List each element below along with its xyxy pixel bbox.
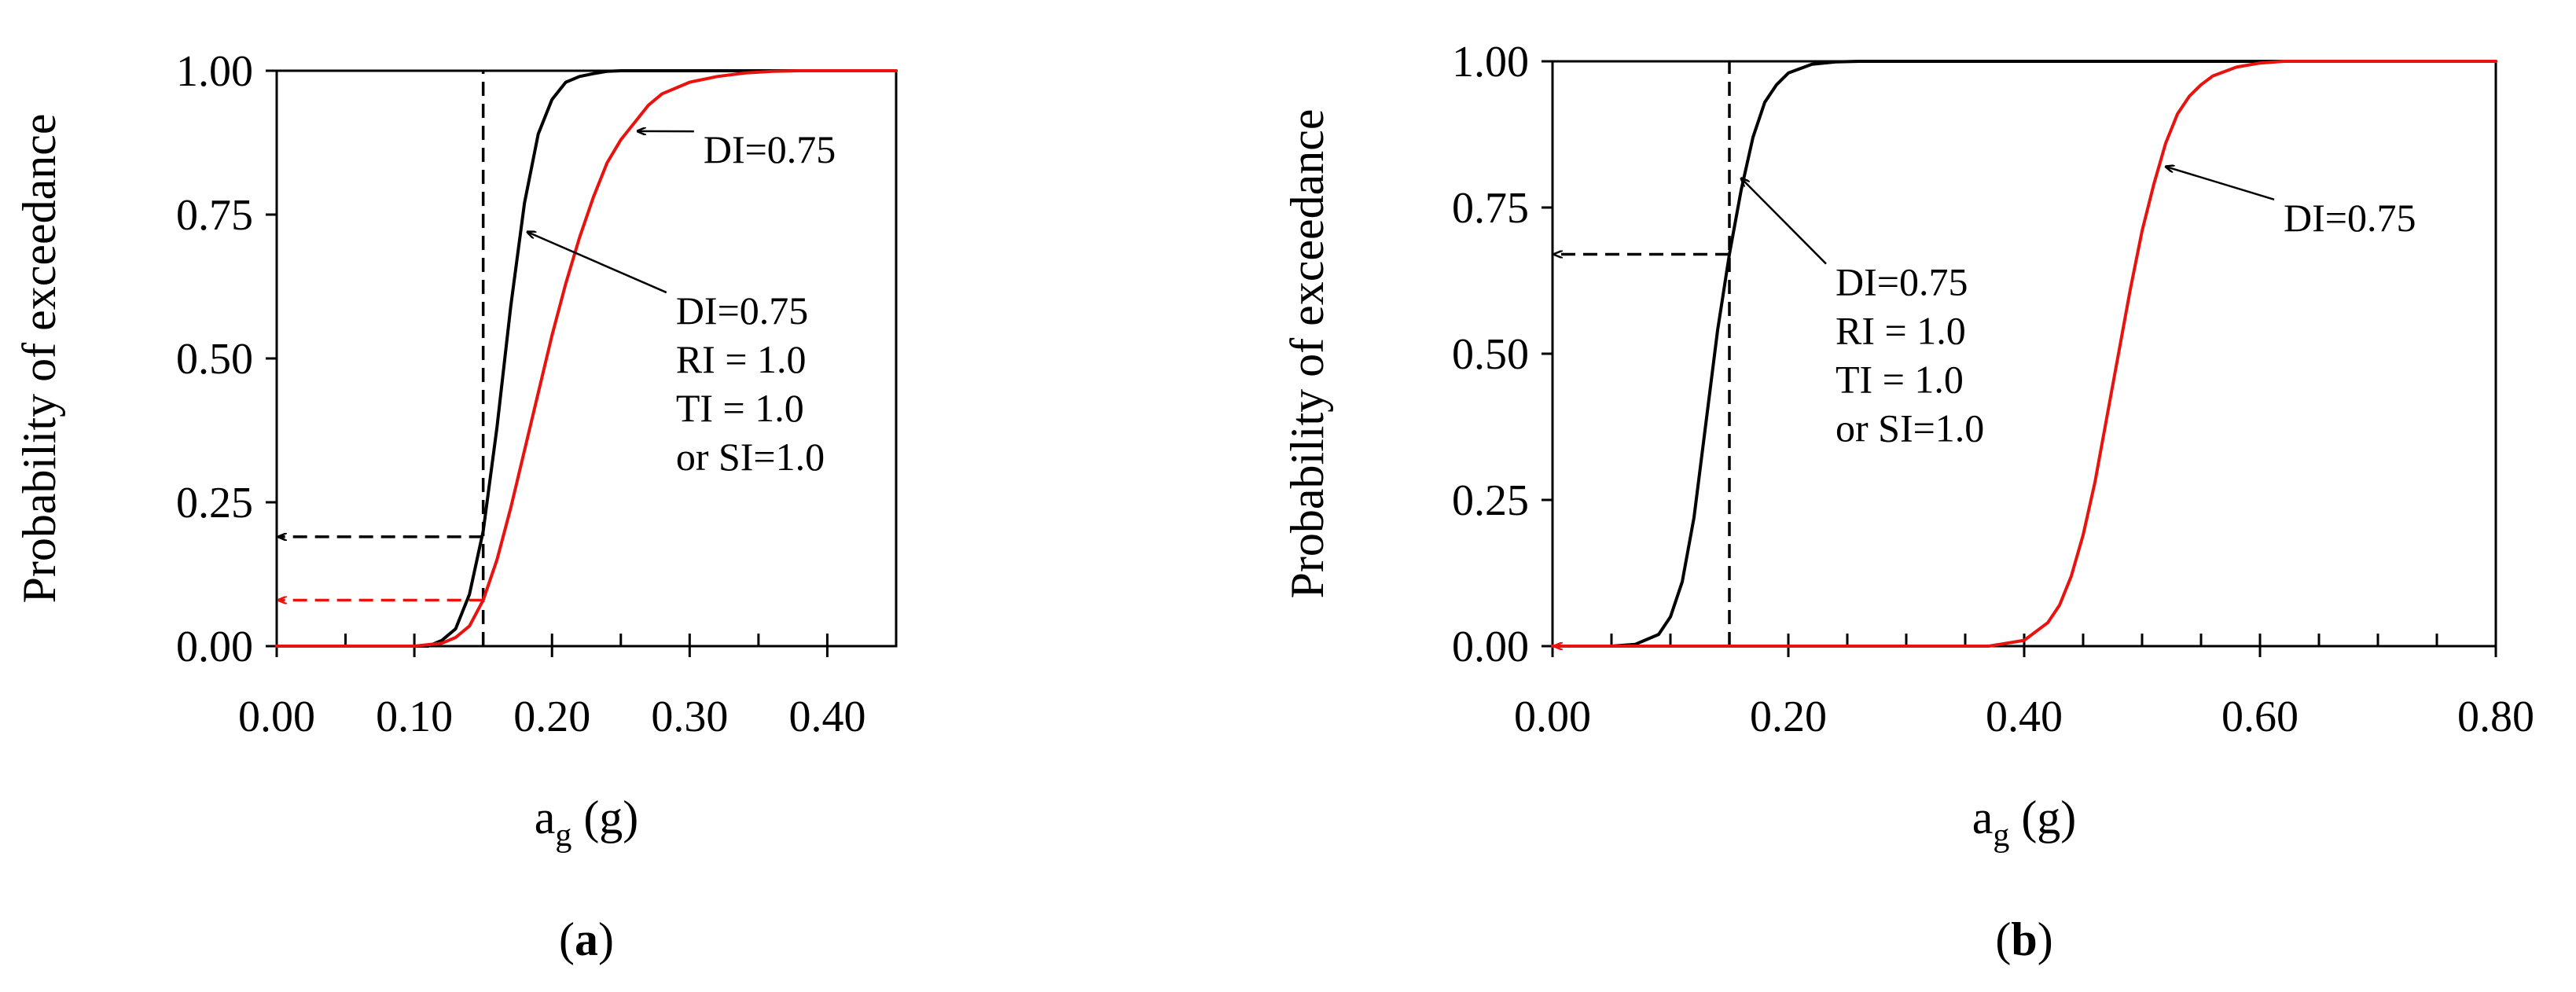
y-tick-label: 0.75 [1452,184,1529,233]
series-line-0 [413,69,898,648]
x-tick-label: 0.20 [1750,693,1827,741]
series-line-1 [1551,60,2497,648]
y-tick-label: 0.75 [176,191,253,240]
y-tick-label: 0.50 [176,335,253,384]
series-line-1 [275,69,898,648]
y-axis-title: Probability of exceedance [1281,108,1333,598]
x-axis-title: ag (g) [1972,792,2077,854]
x-axis-title-unit: (g) [2009,792,2076,843]
annotation-text-line: RI = 1.0 [1836,309,1966,353]
chart-panel-b: 0.00 0.25 0.50 0.75 1.00 0.00 0.20 0.40 0.60 0.80… [1281,38,2534,965]
x-axis-title-subscript: g [1993,817,2009,854]
annotation-text-line: or SI=1.0 [1836,406,1984,450]
annotation-arrow [527,232,667,294]
x-tick-label: 0.30 [651,693,728,741]
plot-area-frame [1551,60,2497,648]
x-tick-label: 0.40 [788,693,865,741]
annotation-text-line: RI = 1.0 [676,337,807,381]
chart-panel-a: 0.00 0.25 0.50 0.75 1.00 0.00 0.10 0.20 0.30 0.40… [13,47,898,965]
x-tick-label: 0.80 [2457,693,2534,741]
y-tick-label: 1.00 [176,47,253,96]
panel-label-letter: a [575,913,598,965]
panel-label-close-paren: ) [598,913,614,965]
annotation-text-line: DI=0.75 [704,127,836,171]
annotation-text-line: or SI=1.0 [676,435,825,479]
x-tick-label: 0.60 [2221,693,2299,741]
panel-label-letter: b [2011,913,2037,965]
y-tick-label: 0.50 [1452,330,1529,379]
x-axis-title-main: a [535,792,556,843]
x-tick-label: 0.10 [376,693,453,741]
y-tick-label: 1.00 [1452,38,1529,86]
panel-label: (a) [559,913,614,965]
annotation-text-line: TI = 1.0 [676,386,804,430]
annotation-text-line: DI=0.75 [1836,260,1968,304]
y-tick-label: 0.00 [1452,623,1529,671]
y-tick-label: 0.25 [1452,476,1529,525]
panel-label-open-paren: ( [1995,913,2011,965]
annotation-text-line: DI=0.75 [676,288,808,333]
annotation-arrow [2166,167,2275,200]
x-axis-title: ag (g) [535,792,639,854]
x-tick-label: 0.40 [1986,693,2063,741]
y-tick-label: 0.25 [176,479,253,527]
panel-label-close-paren: ) [2038,913,2053,965]
panel-label: (b) [1995,913,2052,965]
annotation-arrow [1741,178,1827,265]
panel-label-open-paren: ( [559,913,575,965]
x-tick-label: 0.00 [238,693,315,741]
y-tick-label: 0.00 [176,623,253,671]
annotation-text-line: TI = 1.0 [1836,358,1964,402]
annotation-text-line: DI=0.75 [2284,196,2416,240]
x-axis-title-unit: (g) [571,792,638,843]
y-axis-title: Probability of exceedance [13,113,65,603]
series-line-0 [1610,60,2497,648]
x-tick-label: 0.20 [513,693,590,741]
x-axis-title-main: a [1972,792,1994,843]
x-tick-label: 0.00 [1514,693,1591,741]
x-axis-title-subscript: g [555,817,571,854]
